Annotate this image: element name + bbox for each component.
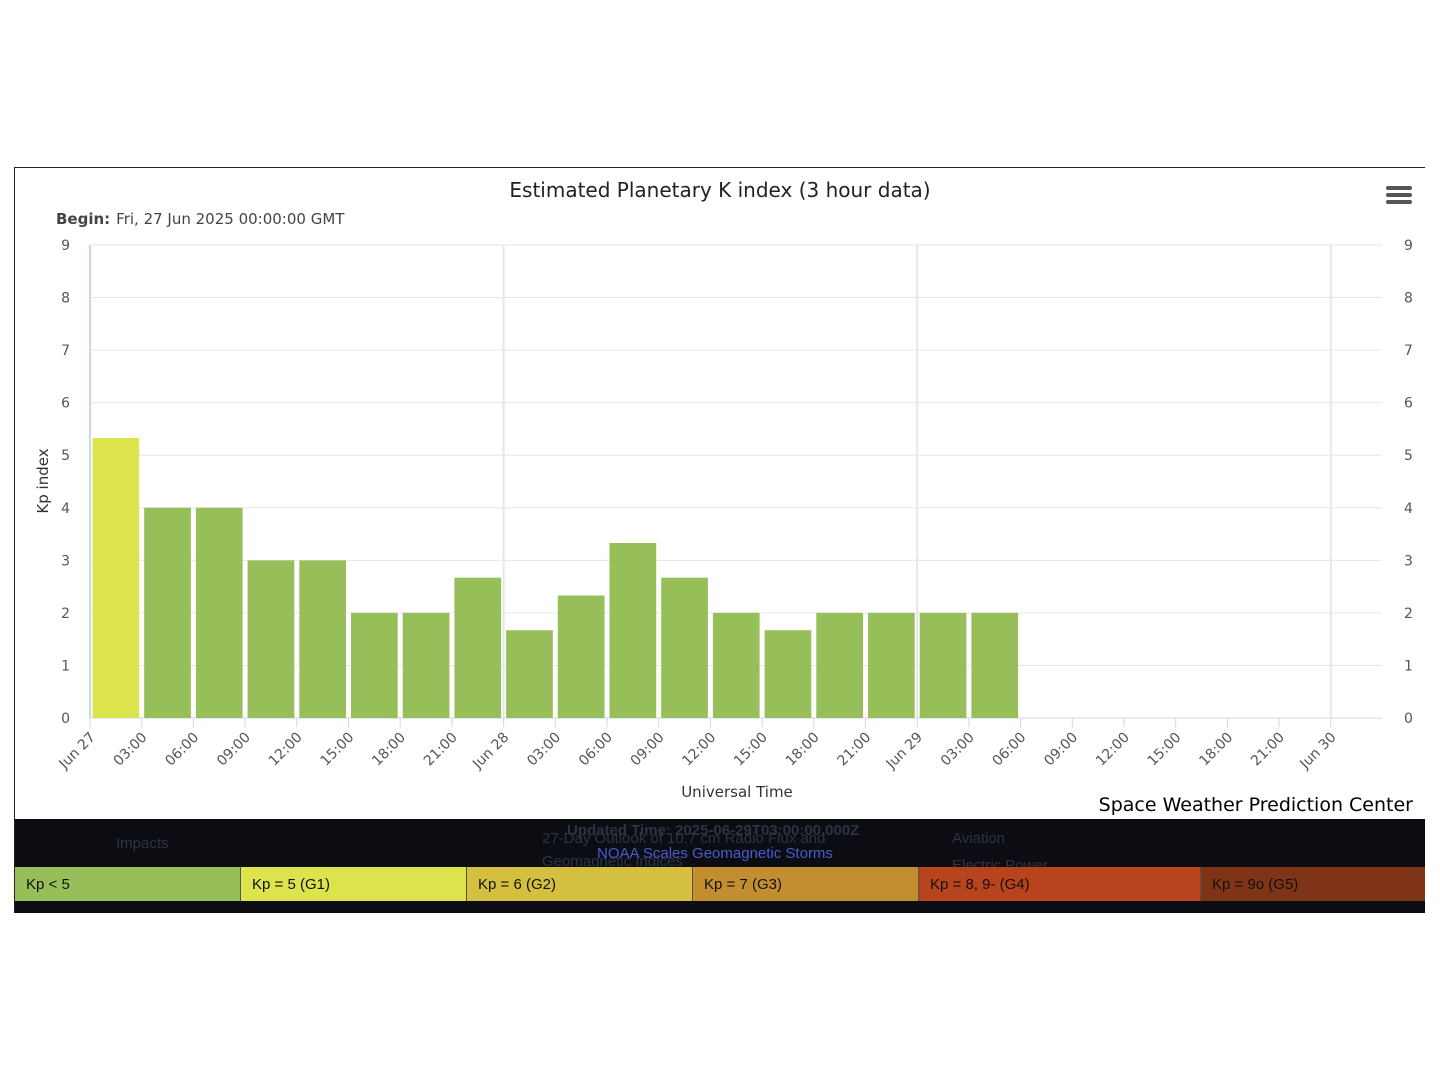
x-tick-label: 21:00 bbox=[834, 730, 874, 770]
x-tick-label: 15:00 bbox=[317, 730, 357, 770]
y-tick-label-right: 1 bbox=[1404, 658, 1413, 674]
x-tick-label: 12:00 bbox=[266, 730, 306, 770]
hamburger-menu-icon bbox=[1386, 186, 1412, 204]
legend-label: Kp = 9o (G5) bbox=[1212, 875, 1299, 893]
kp-bar[interactable] bbox=[506, 630, 553, 718]
y-tick-label-right: 9 bbox=[1404, 238, 1413, 254]
ghost-noaa-scales-link[interactable]: NOAA Scales Geomagnetic Storms bbox=[597, 845, 833, 862]
y-tick-label-right: 5 bbox=[1404, 448, 1413, 464]
kp-bar[interactable] bbox=[247, 560, 295, 718]
kp-bar[interactable] bbox=[816, 612, 863, 718]
y-tick-label-right: 8 bbox=[1404, 291, 1413, 307]
y-tick-label: 0 bbox=[61, 711, 70, 727]
kp-bar[interactable] bbox=[764, 630, 812, 718]
x-tick-label: 03:00 bbox=[524, 730, 564, 770]
subtitle-value: Fri, 27 Jun 2025 00:00:00 GMT bbox=[116, 210, 345, 228]
ghost-aviation: Aviation bbox=[952, 830, 1006, 847]
legend-label: Kp = 7 (G3) bbox=[704, 875, 782, 893]
chart-menu-button[interactable] bbox=[1386, 186, 1412, 208]
x-tick-label: 09:00 bbox=[1041, 730, 1081, 770]
x-tick-label: 03:00 bbox=[938, 730, 978, 770]
y-tick-label: 2 bbox=[61, 606, 70, 622]
ghost-impacts: Impacts bbox=[116, 835, 169, 852]
legend-label: Kp = 6 (G2) bbox=[478, 875, 556, 893]
kp-bar[interactable] bbox=[609, 542, 657, 718]
x-tick-label: 21:00 bbox=[1248, 730, 1288, 770]
x-tick-label: 18:00 bbox=[783, 730, 823, 770]
y-tick-label: 7 bbox=[61, 343, 70, 359]
x-tick-label: Jun 30 bbox=[1296, 730, 1339, 773]
kp-bar[interactable] bbox=[919, 612, 967, 718]
kp-bar[interactable] bbox=[661, 577, 708, 718]
legend-label: Kp = 8, 9- (G4) bbox=[930, 875, 1030, 893]
kp-scale-legend: Kp < 5 Kp = 5 (G1) Kp = 6 (G2) Kp = 7 (G… bbox=[15, 867, 1425, 901]
y-tick-label: 8 bbox=[61, 291, 70, 307]
credit-text: Space Weather Prediction Center bbox=[1098, 794, 1413, 816]
x-tick-label: 06:00 bbox=[576, 730, 616, 770]
kp-bar[interactable] bbox=[299, 560, 346, 718]
y-tick-label: 6 bbox=[61, 396, 70, 412]
x-tick-label: 09:00 bbox=[628, 730, 668, 770]
subtitle-label: Begin: bbox=[56, 210, 110, 228]
ghost-outlook-line1: 27-Day Outlook of 10.7 cm Radio Flux and bbox=[542, 830, 826, 847]
x-tick-label: Jun 27 bbox=[56, 730, 99, 773]
x-tick-label: 18:00 bbox=[369, 730, 409, 770]
x-tick-label: 06:00 bbox=[162, 730, 202, 770]
legend-kp-below-5: Kp < 5 bbox=[15, 867, 241, 901]
kp-bar[interactable] bbox=[712, 612, 760, 718]
ghost-updated-time: Updated Time: 2025-06-29T03:00:00.000Z bbox=[567, 822, 860, 839]
x-tick-label: 12:00 bbox=[1093, 730, 1133, 770]
y-tick-label-right: 7 bbox=[1404, 343, 1413, 359]
legend-label: Kp = 5 (G1) bbox=[252, 875, 330, 893]
x-tick-label: 21:00 bbox=[421, 730, 461, 770]
x-tick-label: Jun 29 bbox=[883, 730, 926, 773]
x-tick-label: 15:00 bbox=[731, 730, 771, 770]
chart-frame bbox=[14, 167, 1425, 913]
kp-bar[interactable] bbox=[868, 612, 915, 718]
kp-bar[interactable] bbox=[351, 612, 398, 718]
y-tick-label: 1 bbox=[61, 658, 70, 674]
x-tick-label: 18:00 bbox=[1196, 730, 1236, 770]
kp-bar[interactable] bbox=[454, 577, 502, 718]
bars-layer bbox=[92, 437, 1019, 718]
y-tick-label: 5 bbox=[61, 448, 70, 464]
x-tick-label: 15:00 bbox=[1145, 730, 1185, 770]
legend-kp-7-g3: Kp = 7 (G3) bbox=[693, 867, 919, 901]
x-tick-label: 12:00 bbox=[679, 730, 719, 770]
kp-bar[interactable] bbox=[402, 612, 450, 718]
x-tick-label: 09:00 bbox=[214, 730, 254, 770]
y-tick-label-right: 2 bbox=[1404, 606, 1413, 622]
x-tick-label: 06:00 bbox=[990, 730, 1030, 770]
kp-bar[interactable] bbox=[971, 612, 1019, 718]
kp-bar[interactable] bbox=[144, 507, 191, 718]
y-tick-label-right: 0 bbox=[1404, 711, 1413, 727]
chart-subtitle: Begin: Fri, 27 Jun 2025 00:00:00 GMT bbox=[56, 210, 345, 228]
x-axis-label: Universal Time bbox=[681, 783, 793, 801]
y-tick-label: 9 bbox=[61, 238, 70, 254]
y-tick-label: 4 bbox=[61, 501, 70, 517]
y-tick-label: 3 bbox=[61, 553, 70, 569]
y-tick-label-right: 6 bbox=[1404, 396, 1413, 412]
x-tick-label: Jun 28 bbox=[469, 730, 512, 773]
kp-bar[interactable] bbox=[557, 595, 605, 718]
legend-kp-6-g2: Kp = 6 (G2) bbox=[467, 867, 693, 901]
y-axis-label: Kp index bbox=[34, 448, 52, 513]
legend-kp-8-9-g4: Kp = 8, 9- (G4) bbox=[919, 867, 1201, 901]
kp-bar[interactable] bbox=[195, 507, 243, 718]
legend-kp-9o-g5: Kp = 9o (G5) bbox=[1201, 867, 1425, 901]
ghost-outlook-line2: Geomagnetic Indices bbox=[542, 853, 683, 870]
kp-bar[interactable] bbox=[92, 437, 140, 718]
legend-label: Kp < 5 bbox=[26, 875, 70, 893]
chart-title: Estimated Planetary K index (3 hour data… bbox=[509, 178, 930, 202]
legend-kp-5-g1: Kp = 5 (G1) bbox=[241, 867, 467, 901]
y-tick-label-right: 4 bbox=[1404, 501, 1413, 517]
x-tick-label: 03:00 bbox=[111, 730, 151, 770]
y-tick-label-right: 3 bbox=[1404, 553, 1413, 569]
